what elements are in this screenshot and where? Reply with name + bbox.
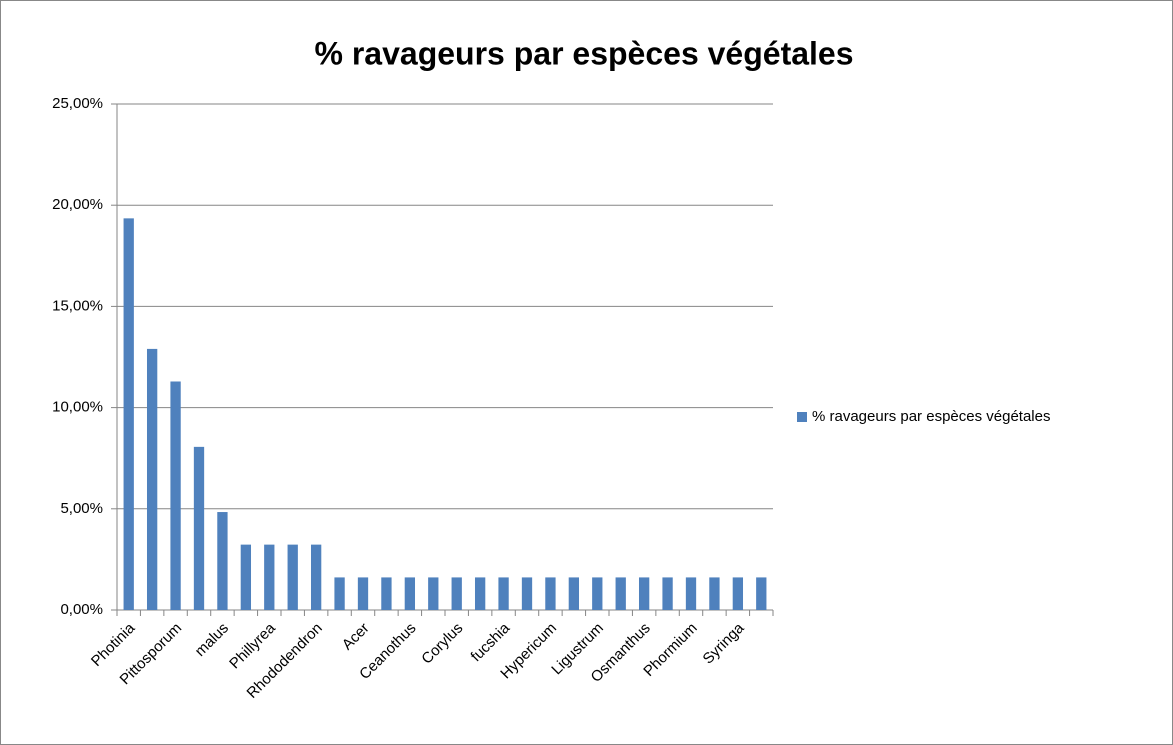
bar xyxy=(521,577,533,610)
bar xyxy=(638,577,650,610)
y-tick-label: 20,00% xyxy=(52,196,103,213)
bar xyxy=(357,577,369,610)
bar xyxy=(615,577,626,610)
bar xyxy=(240,544,252,610)
bar xyxy=(568,577,580,610)
legend-label: % ravageurs par espèces végétales xyxy=(812,408,1050,425)
y-tick-label: 25,00% xyxy=(52,95,103,112)
bar xyxy=(662,577,673,610)
bar xyxy=(146,348,158,610)
y-tick-label: 0,00% xyxy=(60,601,103,618)
bar xyxy=(217,512,228,610)
bar xyxy=(474,577,486,610)
bar xyxy=(193,446,205,610)
bar xyxy=(170,381,181,610)
legend-swatch xyxy=(797,412,807,422)
y-tick-label: 10,00% xyxy=(52,399,103,416)
bar xyxy=(451,577,462,610)
bar xyxy=(685,577,697,610)
bar xyxy=(123,218,134,610)
bar xyxy=(310,544,322,610)
bar xyxy=(592,577,603,610)
bar xyxy=(756,577,767,610)
bar xyxy=(428,577,439,610)
y-tick-label: 5,00% xyxy=(60,500,103,517)
bar xyxy=(264,544,275,610)
bar xyxy=(404,577,416,610)
bar xyxy=(709,577,720,610)
bar xyxy=(334,577,345,610)
bar xyxy=(287,544,298,610)
bar xyxy=(498,577,509,610)
bar xyxy=(381,577,392,610)
y-tick-label: 15,00% xyxy=(52,297,103,314)
bar xyxy=(545,577,556,610)
chart-title: % ravageurs par espèces végétales xyxy=(315,35,854,71)
bar xyxy=(732,577,744,610)
